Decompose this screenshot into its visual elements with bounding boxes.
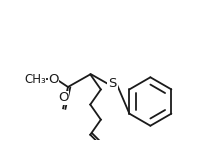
Text: S: S (108, 77, 117, 90)
Text: O: O (58, 91, 68, 104)
Text: CH₃: CH₃ (24, 73, 46, 86)
Text: O: O (48, 73, 59, 86)
